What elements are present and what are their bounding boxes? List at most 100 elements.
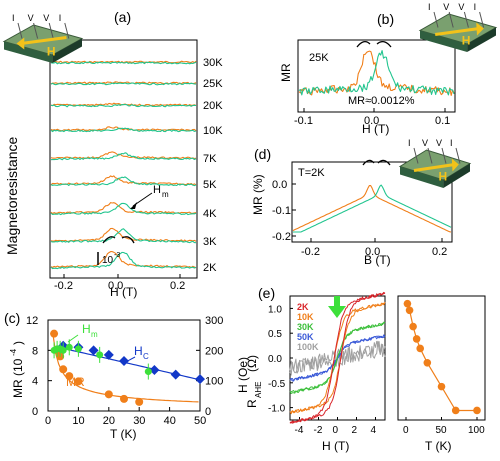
trace-green	[50, 202, 197, 216]
probe-label: V	[436, 138, 442, 148]
y-tick-label-right: 100	[205, 376, 223, 388]
ahe-temp-point	[451, 406, 460, 415]
device-diagram-a: I V V IH	[2, 13, 84, 63]
scale-bar-label: 10	[102, 255, 114, 266]
plot-frame	[291, 161, 453, 243]
probe-wire	[427, 147, 433, 164]
field-arrow	[20, 36, 67, 45]
y-axis-label-unit: (Ω)	[245, 355, 259, 372]
field-label: H	[47, 45, 56, 59]
panel-d: (d) MR (%) B (T) -0.2 0.0 0.2 0.0 -0.1 -0.2 T=2K I…	[251, 138, 472, 267]
hc-point	[170, 369, 181, 380]
sweep-arrow-left	[362, 159, 375, 166]
temp-label: T=2K	[298, 167, 325, 179]
probe-label: V	[28, 13, 34, 23]
probe-wire	[33, 22, 39, 39]
y-axis-label: R	[245, 399, 259, 408]
temp-label: 20K	[203, 100, 223, 112]
y-tick-label-left: 8	[32, 345, 38, 357]
x-tick-label: 0.0	[364, 115, 379, 127]
trace-green	[50, 176, 197, 187]
hc-point	[88, 345, 99, 356]
hm-point	[144, 368, 152, 376]
y-tick-label: 0.0	[272, 179, 287, 191]
ahe-trace-100K	[289, 340, 386, 374]
temp-label: 25K	[203, 78, 223, 90]
probe-label: I	[408, 138, 411, 148]
hm-point	[96, 351, 104, 359]
x-axis-label: H (T)	[322, 439, 349, 453]
probe-label: V	[443, 2, 449, 12]
sweep-arrow-left	[356, 40, 371, 48]
trace-green	[51, 103, 197, 108]
hc-label: H	[134, 344, 143, 358]
mr-point	[59, 365, 68, 374]
indicator-arrow-head	[328, 306, 346, 318]
trace-orange	[50, 126, 197, 132]
trace-orange	[50, 227, 197, 243]
field-arrow-head	[16, 37, 25, 50]
trace-green	[50, 82, 197, 86]
trace-green	[50, 228, 197, 244]
probe-label: V	[43, 13, 49, 23]
ahe-temp-point	[409, 322, 417, 331]
y-tick-label: 0.0	[268, 354, 282, 365]
legend-entry: 10K	[297, 312, 314, 322]
trace-green	[50, 251, 197, 270]
x-tick-label: 0.2	[170, 280, 185, 292]
trace-orange	[50, 151, 197, 160]
device-front	[467, 27, 496, 52]
hm-annotation: H	[153, 184, 161, 196]
ahe-temp-point	[473, 406, 481, 415]
y-tick-label: 1.0	[268, 304, 282, 315]
temp-label: 7K	[203, 153, 217, 165]
temp-label: 4K	[203, 208, 217, 220]
ahe-trace-10K	[289, 302, 386, 415]
mr-point	[135, 397, 144, 406]
hm-label-sub: m	[91, 330, 98, 339]
panel-label: (e)	[258, 285, 275, 301]
hc-point	[149, 365, 160, 376]
ahe-temp-line	[406, 303, 477, 412]
y-axis-label: Magnetoresistance	[4, 136, 20, 255]
mr-fit-line	[52, 331, 199, 403]
trace-green	[50, 127, 197, 133]
probe-label: I	[450, 138, 453, 148]
field-arrow-head	[476, 22, 484, 36]
trace-orange	[50, 81, 197, 85]
x-tick-label: 50	[194, 415, 206, 427]
y-axis-label-left-exp: -4	[9, 348, 18, 356]
sweep-arrow-left	[102, 236, 116, 244]
y-tick-label: 0.5	[268, 329, 282, 340]
mr-point	[120, 394, 128, 403]
hc-point	[103, 349, 114, 360]
ahe-temp-point	[423, 358, 432, 367]
probe-label: I	[428, 2, 431, 12]
temp-label: 25K	[309, 52, 329, 64]
probe-label: V	[458, 2, 464, 12]
probe-label: I	[12, 13, 15, 23]
hc-point	[195, 374, 205, 385]
x-tick-label-right: 100	[468, 425, 485, 436]
probe-label: I	[59, 13, 62, 23]
hc-point	[119, 355, 129, 366]
hc-pointer	[123, 356, 136, 364]
hm-label: H	[82, 322, 91, 336]
temp-label: 30K	[203, 57, 223, 69]
y-tick-label: -1.0	[268, 404, 286, 415]
x-axis-label: H (T)	[110, 285, 137, 299]
x-tick-label: 20	[103, 415, 115, 427]
device-front	[443, 163, 470, 188]
trace-green	[50, 152, 197, 161]
probe-wire	[455, 147, 461, 164]
ahe-temp-point	[405, 306, 414, 315]
probe-wire	[48, 22, 54, 39]
field-label: H	[439, 170, 448, 184]
y-tick-label-right: 300	[205, 315, 223, 327]
x-tick-label: 10	[72, 415, 84, 427]
x-axis-label-right: T (K)	[425, 439, 451, 453]
x-tick-label: -2	[314, 425, 323, 436]
device-front	[52, 38, 82, 63]
